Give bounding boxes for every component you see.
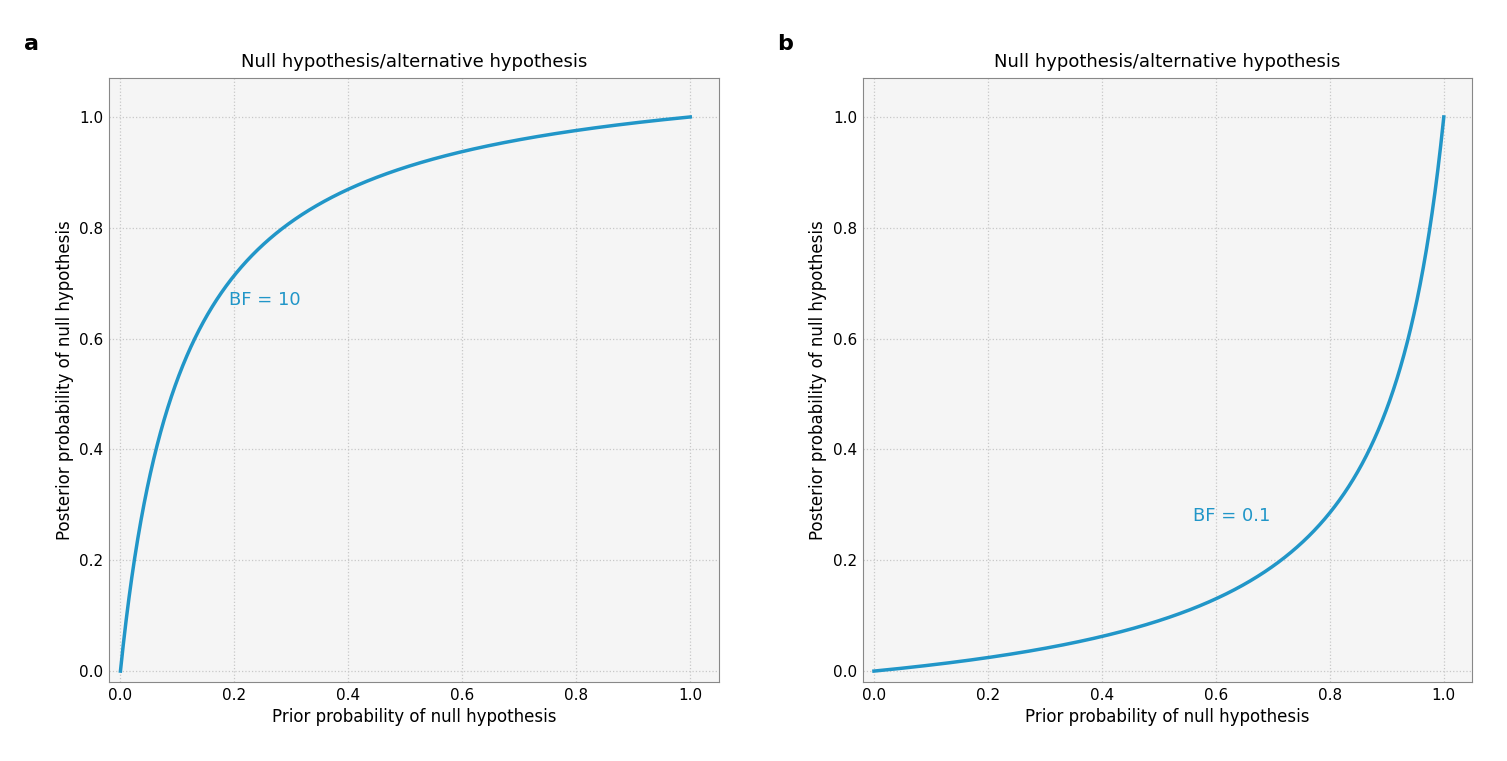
Y-axis label: Posterior probability of null hypothesis: Posterior probability of null hypothesis [809,220,827,540]
Y-axis label: Posterior probability of null hypothesis: Posterior probability of null hypothesis [56,220,74,540]
Title: Null hypothesis/alternative hypothesis: Null hypothesis/alternative hypothesis [995,53,1341,71]
X-axis label: Prior probability of null hypothesis: Prior probability of null hypothesis [271,708,556,726]
X-axis label: Prior probability of null hypothesis: Prior probability of null hypothesis [1025,708,1310,726]
Title: Null hypothesis/alternative hypothesis: Null hypothesis/alternative hypothesis [241,53,588,71]
Text: b: b [778,34,793,54]
Text: BF = 0.1: BF = 0.1 [1194,508,1270,525]
Text: BF = 10: BF = 10 [229,291,300,310]
Text: a: a [24,34,39,54]
